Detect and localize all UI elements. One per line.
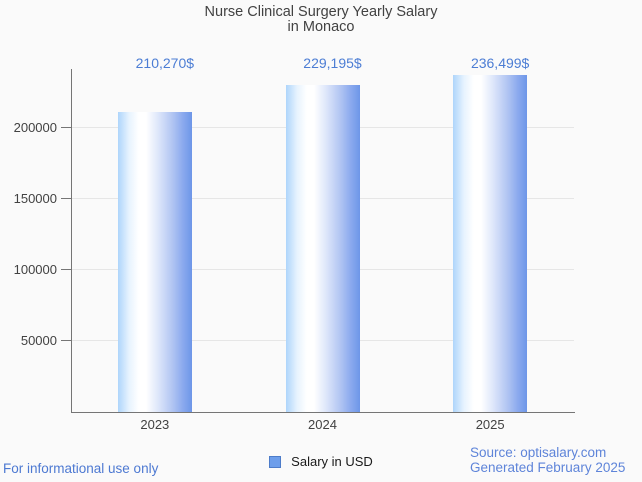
y-axis-line	[71, 69, 72, 412]
bar-2024[interactable]	[285, 85, 360, 412]
source-link[interactable]: Source: optisalary.com	[470, 445, 607, 460]
y-tick-150000	[61, 197, 71, 199]
bar-2025[interactable]	[453, 74, 528, 412]
y-tick-100000	[61, 269, 71, 270]
x-axis-label-2023: 2023	[140, 417, 170, 432]
bar-2023[interactable]	[117, 112, 192, 412]
y-axis-label: 50000	[20, 333, 57, 349]
y-tick-50000	[61, 340, 71, 342]
legend: Salary in USD	[0, 455, 642, 468]
bar-value-label: 229,195$	[303, 55, 362, 71]
x-axis-label-2024: 2024	[308, 417, 337, 432]
generated-text: Generated February 2025	[470, 460, 626, 475]
legend-label: Salary in USD	[291, 454, 373, 469]
y-tick-200000	[61, 126, 71, 128]
x-axis-label-2025: 2025	[475, 417, 505, 432]
y-axis-label: 100000	[13, 262, 57, 277]
legend-swatch-icon	[269, 455, 282, 468]
chart-title-line1: Nurse Clinical Surgery Yearly Salary	[204, 4, 438, 20]
disclaimer-text: For informational use only	[3, 461, 159, 476]
x-axis-line	[71, 412, 575, 413]
bar-value-label: 210,270$	[135, 55, 195, 71]
y-axis-label: 150000	[13, 190, 57, 206]
y-axis-label: 200000	[13, 119, 57, 135]
chart-title-line2: in Monaco	[287, 18, 355, 35]
source-block: Source: optisalary.com Generated Februar…	[470, 445, 625, 475]
bar-value-label: 236,499$	[470, 55, 530, 71]
chart-title: Nurse Clinical Surgery Yearly Salary in …	[0, 5, 642, 34]
